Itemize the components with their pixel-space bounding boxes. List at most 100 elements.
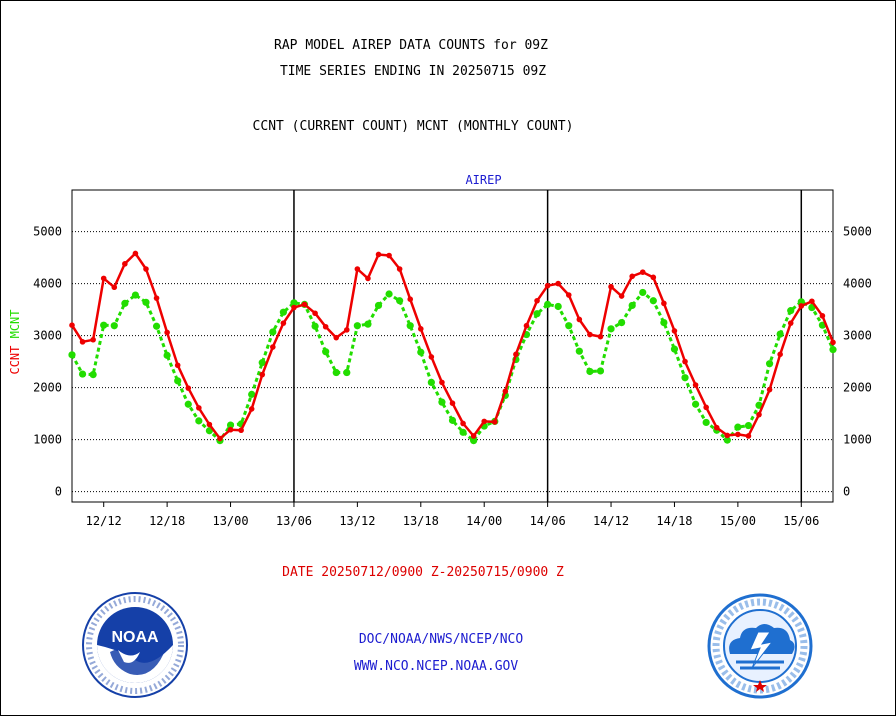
x-tick-label: 12/18 (149, 514, 185, 528)
y-tick-label-left: 5000 (33, 225, 62, 239)
data-point-mcnt (702, 418, 710, 427)
chart-title-line1: RAP MODEL AIREP DATA COUNTS for 09Z (274, 38, 548, 53)
data-point-mcnt (406, 322, 414, 330)
data-point-ccnt (217, 435, 223, 442)
data-point-ccnt (196, 405, 202, 411)
data-point-mcnt (459, 428, 467, 436)
noaa-logo-icon: NOAA (82, 592, 188, 698)
data-point-mcnt (448, 416, 457, 424)
y-tick-label-right: 0 (843, 485, 850, 499)
data-point-ccnt (164, 329, 170, 336)
data-point-mcnt (142, 298, 150, 306)
data-point-ccnt (270, 344, 276, 350)
data-point-ccnt (491, 419, 498, 425)
data-point-ccnt (396, 266, 403, 272)
data-point-ccnt (787, 320, 794, 326)
data-point-ccnt (745, 433, 752, 439)
data-point-mcnt (544, 300, 552, 308)
data-point-ccnt (671, 328, 678, 334)
data-point-ccnt (544, 282, 551, 289)
data-point-ccnt (344, 327, 350, 333)
data-point-ccnt (259, 371, 266, 378)
y-tick-label-left: 2000 (33, 381, 62, 395)
data-point-ccnt (417, 326, 424, 332)
data-point-ccnt (830, 339, 836, 346)
data-point-mcnt (248, 390, 256, 398)
data-point-ccnt (365, 275, 371, 282)
website-link[interactable]: WWW.NCO.NCEP.NOAA.GOV (353, 659, 519, 674)
data-point-mcnt (607, 325, 615, 333)
chart-subtitle: CCNT (CURRENT COUNT) MCNT (MONTHLY COUNT… (252, 119, 574, 134)
data-point-mcnt (89, 371, 97, 379)
y-tick-label-left: 0 (55, 485, 62, 499)
series-line-ccnt (70, 252, 835, 440)
x-tick-label: 14/00 (466, 514, 502, 528)
data-point-ccnt (322, 323, 329, 330)
data-point-ccnt (565, 292, 572, 298)
data-point-ccnt (777, 351, 783, 358)
x-tick-label: 14/06 (530, 514, 566, 528)
data-point-ccnt (333, 334, 340, 341)
data-point-ccnt (90, 336, 96, 343)
x-tick-label: 13/12 (339, 514, 375, 528)
data-point-mcnt (322, 348, 330, 356)
data-point-mcnt (396, 297, 404, 305)
x-tick-label: 12/12 (86, 514, 122, 528)
y-axis-label-ccnt: CCNT (8, 338, 22, 374)
data-point-ccnt (460, 420, 466, 427)
data-point-ccnt (798, 303, 805, 309)
x-tick-label: 13/00 (212, 514, 248, 528)
data-point-mcnt (755, 401, 763, 409)
data-point-ccnt (724, 432, 731, 439)
y-axis-label-mcnt: MCNT (8, 309, 22, 338)
chart-area: 0 0 1000 1000 2000 2000 3000 3000 4000 4000 5000 50… (8, 173, 872, 528)
data-point-mcnt (744, 421, 753, 430)
nws-logo-icon (707, 593, 813, 699)
data-point-ccnt (428, 354, 435, 360)
data-point-mcnt (332, 368, 340, 377)
data-point-mcnt (131, 291, 140, 299)
data-point-mcnt (121, 299, 129, 307)
y-tick-label-right: 3000 (843, 329, 872, 343)
data-point-ccnt (174, 362, 181, 369)
data-point-mcnt (279, 308, 287, 316)
x-tick-label: 14/18 (656, 514, 692, 528)
data-point-mcnt (618, 319, 626, 327)
data-point-ccnt (819, 313, 826, 319)
data-point-ccnt (555, 280, 561, 287)
data-point-mcnt (565, 322, 573, 330)
data-point-ccnt (470, 433, 477, 439)
data-point-ccnt (407, 296, 414, 303)
data-point-ccnt (111, 284, 118, 291)
data-point-ccnt (375, 251, 382, 258)
data-point-ccnt (354, 266, 361, 272)
x-tick-label: 13/18 (403, 514, 439, 528)
x-tick-label: 15/00 (720, 514, 756, 528)
data-point-mcnt (649, 297, 657, 305)
y-tick-label-right: 1000 (843, 433, 872, 447)
data-point-ccnt (650, 274, 657, 281)
data-point-mcnt (163, 351, 171, 359)
data-point-mcnt (776, 330, 784, 338)
data-point-mcnt (353, 322, 361, 330)
y-tick-label-right: 4000 (843, 277, 872, 291)
noaa-logo-text: NOAA (111, 629, 159, 646)
data-point-ccnt (597, 333, 604, 340)
data-point-ccnt (132, 250, 139, 257)
data-point-ccnt (238, 427, 244, 434)
y-tick-label-left: 3000 (33, 329, 62, 343)
data-point-ccnt (227, 426, 234, 433)
data-point-mcnt (639, 288, 647, 297)
data-point-ccnt (502, 388, 509, 395)
data-point-ccnt (386, 252, 392, 259)
data-point-ccnt (143, 266, 149, 272)
date-range-label: DATE 20250712/0900 Z-20250715/0900 Z (282, 565, 564, 580)
data-point-mcnt (78, 370, 87, 378)
data-point-mcnt (110, 322, 118, 330)
data-point-mcnt (596, 367, 605, 375)
y-tick-label-right: 5000 (843, 225, 872, 239)
data-point-ccnt (756, 411, 762, 418)
data-point-mcnt (226, 421, 235, 429)
data-point-mcnt (660, 319, 668, 327)
data-point-mcnt (364, 320, 372, 328)
